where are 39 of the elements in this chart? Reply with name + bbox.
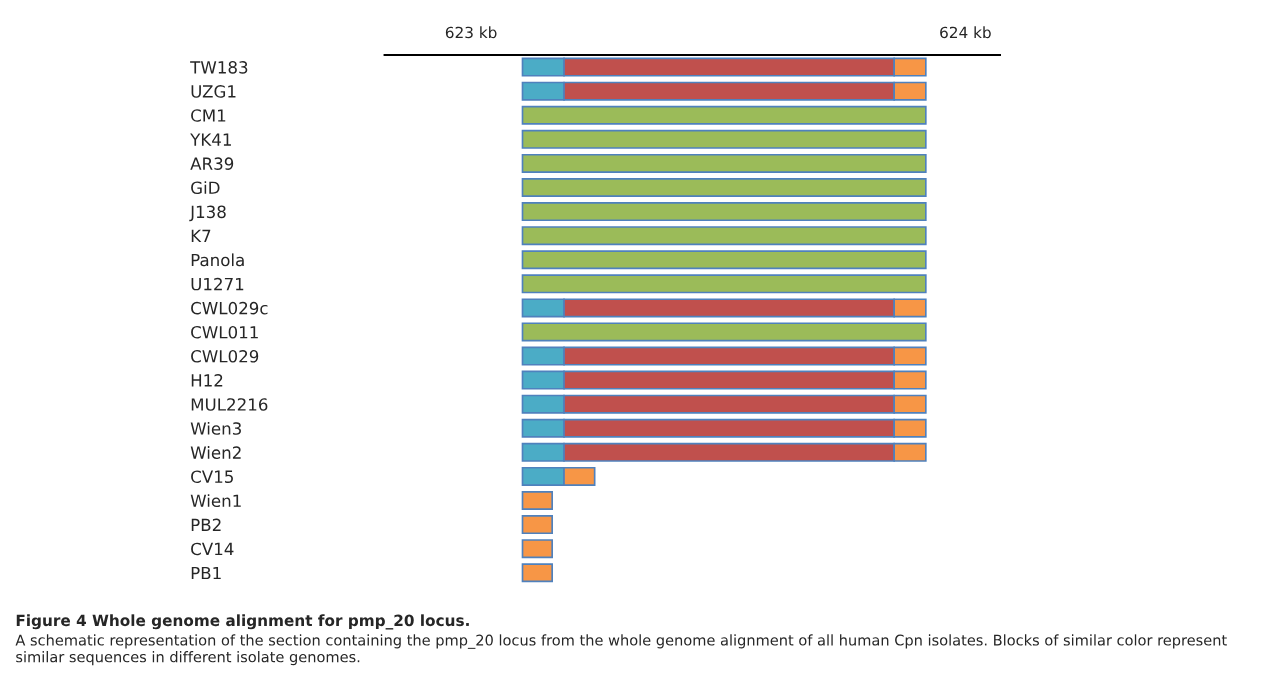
bar: [521, 105, 927, 125]
y-tick-label: CV14: [191, 542, 234, 556]
y-tick-label: H12: [191, 374, 223, 387]
y-tick-label: Wien3: [190, 421, 241, 435]
bar: [521, 250, 927, 270]
y-tick-label: MUL2216: [191, 398, 268, 411]
bar: [521, 274, 927, 294]
y-tick-label: Wien2: [190, 446, 241, 459]
y-tick-label: PB2: [191, 518, 221, 531]
y-tick-label: CM1: [191, 109, 226, 122]
bar: [521, 153, 927, 173]
bar: [521, 539, 553, 559]
y-tick-label: J138: [189, 205, 226, 222]
y-tick-label: TW183: [190, 61, 248, 74]
y-tick-label: YK41: [190, 133, 231, 146]
bar: [521, 491, 553, 511]
bar: [521, 226, 927, 246]
bar: [521, 515, 553, 535]
y-tick-label: GiD: [191, 181, 220, 195]
y-tick-label: AR39: [190, 157, 234, 170]
bar: [521, 177, 927, 197]
y-tick-label: CWL029c: [191, 301, 268, 315]
bar: [521, 129, 927, 149]
y-tick-label: K7: [191, 229, 211, 242]
text: Figure 4 Whole genome alignment for pmp_20 locus.: [16, 614, 469, 630]
y-tick-label: CV15: [191, 470, 233, 484]
y-tick-label: PB1: [191, 566, 221, 580]
y-tick-label: CWL029: [191, 350, 259, 363]
y-tick-label: UZG1: [191, 85, 236, 98]
text: A schematic representation of the section containing the pmp_20 locus from the whole genome alignment of all human Cpn isolates. Blocks of similar color represent similar sequences in different isolate genomes.: [15, 634, 1227, 666]
y-tick-label: U1271: [191, 277, 244, 291]
y-tick-label: Wien1: [190, 494, 241, 508]
x-tick-label: 624 kb: [940, 26, 991, 39]
y-tick-label: CWL011: [191, 325, 258, 339]
bar: [521, 563, 553, 583]
bar: [521, 322, 927, 342]
y-tick-label: Panola: [191, 253, 244, 267]
x-tick-label: 623 kb: [445, 26, 497, 39]
bar: [521, 202, 927, 222]
